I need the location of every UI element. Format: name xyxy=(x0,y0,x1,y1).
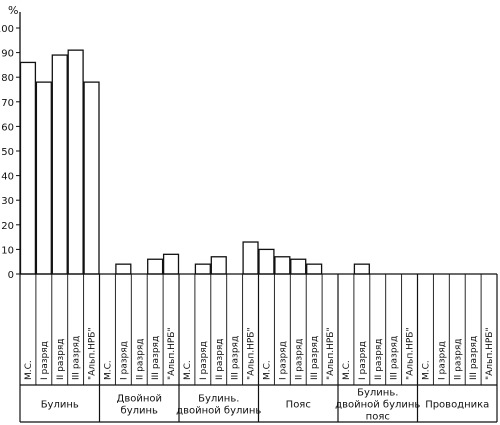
y-tick-label: 70 xyxy=(1,98,14,109)
category-label: II разряд xyxy=(215,338,225,380)
group-label: Двойной xyxy=(117,394,162,405)
group-label: Проводника xyxy=(425,400,489,411)
group-label: двойной булинь xyxy=(335,400,420,411)
bar xyxy=(274,256,291,275)
bar xyxy=(19,61,37,275)
y-axis: 0 10 20 30 40 50 60 70 80 90 100 xyxy=(0,12,21,281)
y-tick-label: 20 xyxy=(1,221,14,232)
y-tick-label: 80 xyxy=(1,73,14,84)
group-label: пояс xyxy=(366,412,390,423)
category-label: М.С. xyxy=(183,360,193,380)
category-label: II разряд xyxy=(453,338,463,380)
category-label: III разряд xyxy=(469,336,479,380)
category-label: I разряд xyxy=(199,341,209,380)
bar xyxy=(67,49,84,275)
bar xyxy=(353,263,370,275)
category-label: I разряд xyxy=(358,341,368,380)
group-label: Булинь xyxy=(41,400,79,411)
category-label: III разряд xyxy=(231,336,241,380)
y-tick-label: 0 xyxy=(8,270,14,281)
bar xyxy=(83,81,100,275)
category-label: "Альп.НРБ" xyxy=(88,327,98,380)
category-label: М.С. xyxy=(103,360,113,380)
category-label: "Альп.НРБ" xyxy=(247,327,257,380)
category-label: II разряд xyxy=(374,338,384,380)
category-label: "Альп.НРБ" xyxy=(485,327,495,380)
y-tick-label: 30 xyxy=(1,196,14,207)
y-tick-label: 10 xyxy=(1,245,14,256)
category-table: М.С. I разряд II разряд III разряд "Альп.НРБ… xyxy=(19,274,498,423)
category-label: I разряд xyxy=(278,341,288,380)
group-label: Булинь. xyxy=(357,388,398,399)
group-label: Булинь. xyxy=(198,394,239,405)
bar xyxy=(242,241,259,275)
category-label: II разряд xyxy=(294,338,304,380)
bars-layer xyxy=(19,49,497,275)
bar xyxy=(51,54,68,275)
bar xyxy=(35,81,52,275)
group-label: двойной булинь xyxy=(176,406,261,417)
category-label: "Альп.НРБ" xyxy=(326,327,336,380)
bar xyxy=(290,258,307,275)
category-label: III разряд xyxy=(72,336,82,380)
category-label: I разряд xyxy=(119,341,129,380)
category-label: М.С. xyxy=(421,360,431,380)
bar xyxy=(194,263,211,275)
group-label: булинь xyxy=(121,406,159,417)
bar xyxy=(258,248,275,275)
bar xyxy=(306,263,323,275)
y-tick-label: 40 xyxy=(1,172,14,183)
group-label: Пояс xyxy=(286,400,311,411)
category-label: М.С. xyxy=(24,360,34,380)
category-label: II разряд xyxy=(56,338,66,380)
category-label: III разряд xyxy=(151,336,161,380)
category-label: М.С. xyxy=(262,360,272,380)
y-tick-label: 100 xyxy=(0,24,14,35)
bar xyxy=(115,263,132,275)
bar xyxy=(162,253,180,275)
bar xyxy=(147,258,164,275)
y-tick-label: 60 xyxy=(1,122,14,133)
category-label: III разряд xyxy=(390,336,400,380)
category-label: "Альп.НРБ" xyxy=(406,327,416,380)
bar xyxy=(210,256,227,275)
category-label: II разряд xyxy=(135,338,145,380)
category-label: "Альп.НРБ" xyxy=(167,327,177,380)
category-label: I разряд xyxy=(437,341,447,380)
y-tick-label: 50 xyxy=(1,147,14,158)
y-axis-label: % xyxy=(8,4,18,17)
category-label: I разряд xyxy=(40,341,50,380)
y-tick-label: 90 xyxy=(1,49,14,60)
category-label: III разряд xyxy=(310,336,320,380)
category-label: М.С. xyxy=(342,360,352,380)
